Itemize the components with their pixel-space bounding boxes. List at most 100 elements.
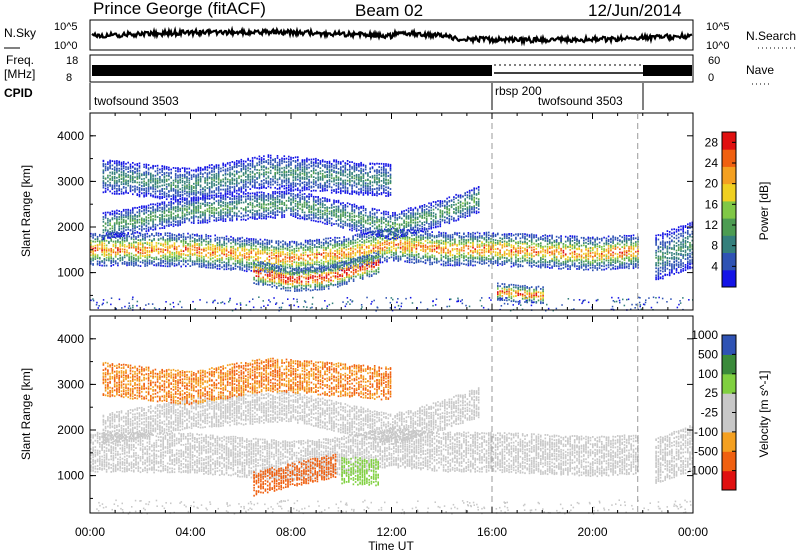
heatmap-cell (621, 251, 623, 254)
heatmap-cell (341, 244, 343, 247)
heatmap-cell (592, 269, 594, 272)
heatmap-cell (128, 259, 130, 262)
heatmap-cell (438, 239, 440, 242)
heatmap-cell (501, 255, 504, 258)
heatmap-cell (144, 265, 146, 267)
heatmap-cell (524, 235, 526, 238)
heatmap-cell (293, 258, 296, 261)
heatmap-cell (517, 263, 519, 266)
heatmap-cell (320, 244, 323, 247)
heatmap-cell (311, 251, 314, 253)
heatmap-cell (576, 268, 578, 270)
heatmap-cell (241, 264, 244, 267)
heatmap-cell (334, 267, 336, 270)
heatmap-cell (257, 259, 259, 261)
heatmap-cell (339, 264, 341, 267)
heatmap-cell (368, 257, 370, 260)
heatmap-cell (101, 245, 103, 247)
heatmap-cell (248, 241, 250, 244)
heatmap-cell (454, 257, 456, 260)
heatmap-cell (526, 261, 528, 264)
heatmap-cell (327, 279, 330, 282)
heatmap-cell (261, 240, 264, 243)
heatmap-cell (463, 252, 465, 255)
heatmap-cell (341, 243, 343, 246)
heatmap-cell (104, 222, 107, 225)
heatmap-cell (614, 236, 617, 239)
heatmap-cell (105, 239, 108, 242)
heatmap-cell (420, 234, 422, 236)
heatmap-cell (318, 268, 321, 270)
heatmap-cell (162, 251, 164, 254)
heatmap-cell (433, 257, 436, 260)
heatmap-cell (139, 251, 142, 254)
heatmap-cell (447, 260, 449, 263)
heatmap-cell (128, 245, 130, 247)
heatmap-cell (103, 250, 106, 253)
heatmap-cell (207, 240, 210, 243)
heatmap-cell (544, 266, 547, 269)
heatmap-cell (415, 247, 418, 250)
heatmap-cell (96, 257, 99, 260)
heatmap-cell (377, 239, 379, 242)
heatmap-cell (127, 228, 129, 231)
heatmap-cell (551, 234, 553, 237)
heatmap-cell (166, 237, 169, 240)
heatmap-cell (273, 267, 276, 270)
heatmap-cell (415, 231, 418, 234)
heatmap-cell (178, 251, 180, 253)
heatmap-cell (114, 255, 117, 257)
heatmap-cell (343, 252, 345, 255)
heatmap-cell (289, 252, 291, 255)
heatmap-cell (203, 259, 205, 262)
heatmap-cell (298, 247, 300, 250)
heatmap-cell (298, 255, 300, 258)
heatmap-cell (603, 254, 605, 257)
heatmap-cell (307, 263, 309, 266)
heatmap-cell (128, 253, 130, 256)
heatmap-cell (128, 246, 130, 249)
heatmap-cell (103, 255, 106, 257)
heatmap-cell (612, 264, 614, 266)
heatmap-cell (424, 259, 427, 262)
heatmap-cell (598, 245, 601, 247)
heatmap-cell (194, 253, 196, 256)
heatmap-cell (90, 243, 92, 246)
heatmap-cell (129, 214, 132, 217)
heatmap-cell (90, 254, 92, 257)
heatmap-cell (264, 263, 267, 266)
heatmap-cell (180, 240, 182, 242)
heatmap-cell (121, 237, 124, 239)
heatmap-cell (463, 259, 465, 262)
heatmap-cell (144, 233, 146, 235)
heatmap-cell (277, 252, 280, 255)
heatmap-cell (408, 244, 411, 246)
heatmap-cell (390, 250, 393, 253)
heatmap-cell (445, 264, 447, 267)
heatmap-cell (632, 237, 635, 239)
heatmap-cell (253, 276, 255, 279)
heatmap-cell (175, 240, 178, 242)
heatmap-cell (103, 261, 106, 263)
heatmap-cell (236, 212, 238, 215)
heatmap-cell (345, 257, 348, 260)
heatmap-cell (449, 263, 452, 265)
heatmap-cell (302, 246, 305, 249)
heatmap-cell (133, 234, 135, 237)
heatmap-cell (472, 240, 474, 243)
heatmap-cell (187, 243, 189, 245)
heatmap-cell (135, 261, 137, 264)
heatmap-cell (478, 261, 481, 264)
heatmap-cell (562, 249, 565, 252)
heatmap-cell (463, 255, 465, 257)
heatmap-cell (284, 268, 287, 270)
heatmap-cell (311, 249, 314, 251)
heatmap-cell (562, 262, 565, 265)
heatmap-cell (540, 256, 542, 259)
heatmap-cell (204, 203, 206, 206)
heatmap-cell (625, 237, 628, 239)
heatmap-cell (406, 247, 409, 250)
heatmap-cell (238, 196, 240, 199)
heatmap-cell (213, 214, 215, 216)
heatmap-cell (393, 233, 395, 235)
